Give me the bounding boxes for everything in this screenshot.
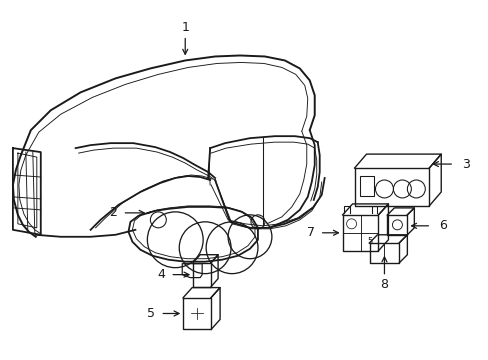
Text: 8: 8 bbox=[380, 278, 387, 291]
Text: 2: 2 bbox=[109, 206, 117, 219]
Text: 3: 3 bbox=[461, 158, 469, 171]
Text: 4: 4 bbox=[157, 268, 165, 281]
Text: 5: 5 bbox=[366, 237, 371, 246]
Text: 6: 6 bbox=[438, 219, 446, 232]
Text: 7: 7 bbox=[306, 226, 314, 239]
Bar bbox=[359, 176, 373, 196]
Text: 1: 1 bbox=[181, 21, 189, 34]
Text: 5: 5 bbox=[147, 307, 155, 320]
